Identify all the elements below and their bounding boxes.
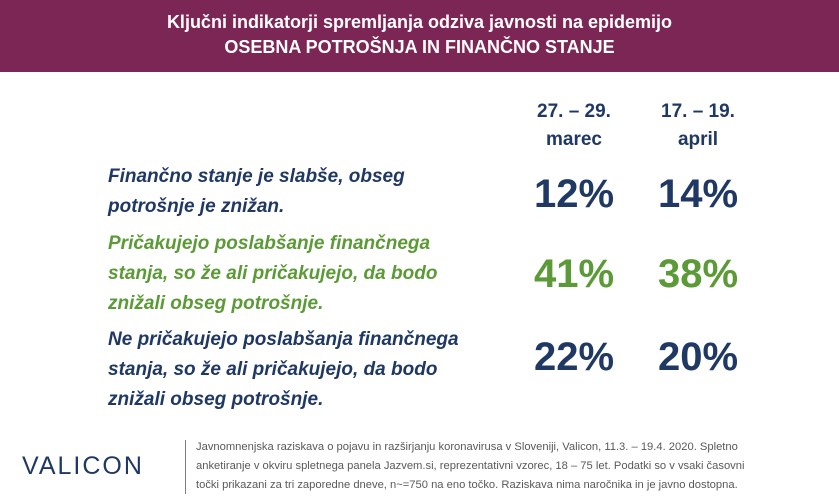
page-subtitle: OSEBNA POTROŠNJA IN FINANČNO STANJE <box>224 37 615 57</box>
row-label-line: Ne pričakujejo poslabšanja finančnega <box>108 329 459 350</box>
row-label-line: znižali obseg potrošnje. <box>108 293 324 314</box>
row-label-line: znižali obseg potrošnje. <box>108 389 324 410</box>
value-april-row2: 38% <box>657 252 739 296</box>
valicon-logo: VALICON <box>22 452 144 480</box>
column-header-dates: 27. – 29. <box>537 101 611 122</box>
row-label-expect-worsening: Pričakujejo poslabšanje finančnega stanj… <box>108 229 508 319</box>
value-march-row1: 12% <box>533 172 615 216</box>
note-line: Javnomnenjska raziskava o pojavu in razš… <box>196 441 738 453</box>
row-label-line: Pričakujejo poslabšanje finančnega <box>108 233 431 254</box>
value-march-row2: 41% <box>533 252 615 296</box>
note-line: anketiranje v okviru spletnega panela Ja… <box>196 460 745 472</box>
title-banner: Ključni indikatorji spremljanja odziva j… <box>0 0 839 72</box>
value-april-row3: 20% <box>657 335 739 379</box>
row-label-line: potrošnje je znižan. <box>108 196 285 217</box>
column-header-month: april <box>677 129 719 150</box>
row-label-line: Finančno stanje je slabše, obseg <box>108 166 405 187</box>
column-header-month: marec <box>546 129 602 150</box>
footer-divider <box>185 440 186 494</box>
row-label-line: stanja, so že ali pričakujejo, da bodo <box>108 263 438 284</box>
column-header-dates: 17. – 19. <box>661 101 735 122</box>
note-line: točki prikazani za tri zaporedne dneve, … <box>196 479 738 491</box>
value-march-row3: 22% <box>533 335 615 379</box>
row-label-no-worsening: Ne pričakujejo poslabšanja finančnega st… <box>108 325 508 415</box>
row-label-worse-finances: Finančno stanje je slabše, obseg potrošn… <box>108 162 508 222</box>
column-header-april: 17. – 19. april <box>638 98 758 154</box>
row-label-line: stanja, so že ali pričakujejo, da bodo <box>108 359 438 380</box>
footer: VALICON Javnomnenjska raziskava o pojavu… <box>0 434 839 502</box>
page-title: Ključni indikatorji spremljanja odziva j… <box>166 12 673 32</box>
methodology-note: Javnomnenjska raziskava o pojavu in razš… <box>196 438 826 495</box>
column-header-march: 27. – 29. marec <box>514 98 634 154</box>
value-april-row1: 14% <box>657 172 739 216</box>
